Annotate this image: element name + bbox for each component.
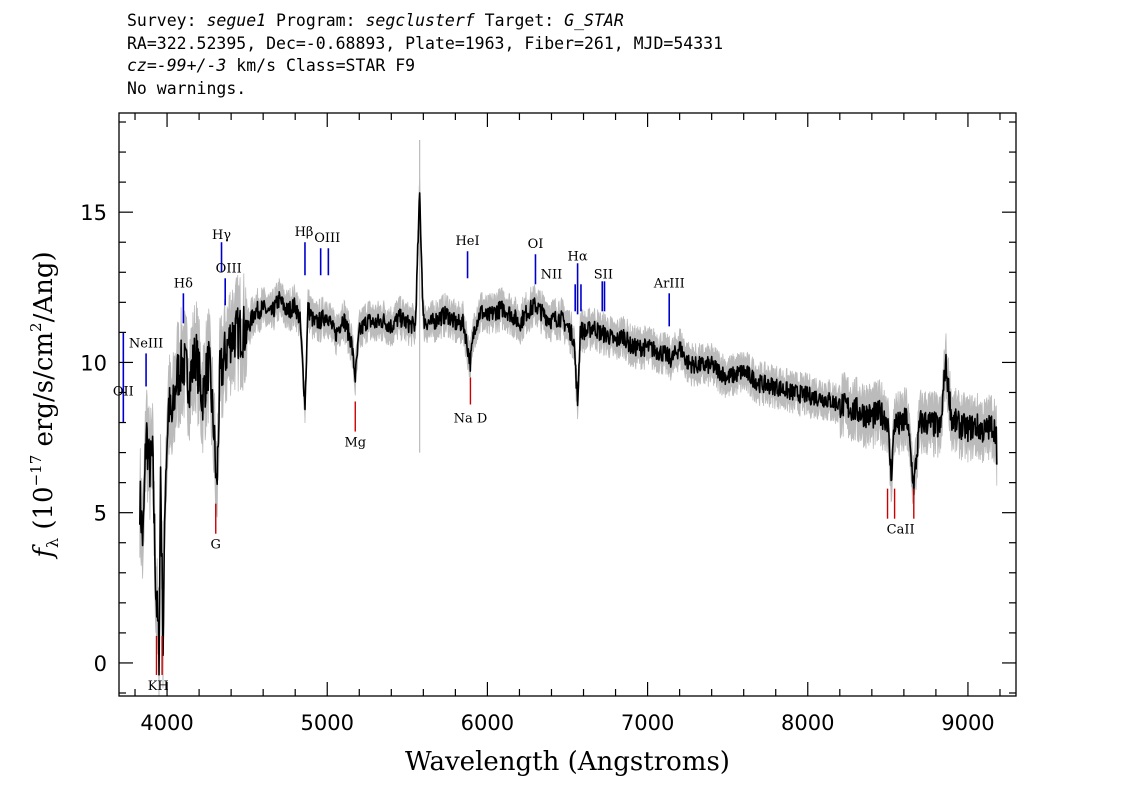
emission-line-label: HeI: [455, 234, 479, 249]
x-axis-title: Wavelength (Angstroms): [405, 747, 730, 777]
y-tick-label: 10: [80, 351, 107, 375]
header-line-redshift: cz=-99+/-3 km/s Class=STAR F9: [127, 55, 723, 78]
emission-line-label: Hγ: [212, 228, 231, 243]
x-tick-label: 5000: [301, 711, 354, 735]
flux-line: [139, 192, 998, 676]
emission-line-label: Hδ: [174, 276, 193, 291]
redshift-value: cz=-99+/-3: [127, 56, 227, 75]
header-line-survey: Survey: segue1 Program: segclusterf Targ…: [127, 10, 723, 33]
plot-frame: [118, 112, 1017, 697]
y-title-rest: erg/s/cm: [29, 332, 59, 455]
y-axis-title: fλ (10−17 erg/s/cm2/Ang): [27, 251, 62, 559]
absorption-line-label: Mg: [344, 436, 366, 451]
target-label: Target:: [484, 11, 555, 30]
y-title-sub: λ: [43, 538, 62, 548]
emission-line-label: SII: [594, 267, 613, 282]
y-title-exp: −17: [27, 455, 45, 487]
y-tick-label: 5: [94, 502, 107, 526]
survey-value: segue1: [206, 11, 267, 30]
emission-line-label: OIII: [216, 261, 242, 276]
absorption-line-label: G: [211, 538, 221, 553]
x-tick-label: 8000: [781, 711, 834, 735]
header-line-warnings: No warnings.: [127, 78, 247, 98]
x-tick-label: 7000: [621, 711, 674, 735]
emission-line-label: NII: [541, 267, 563, 282]
flux-path: [139, 192, 998, 676]
absorption-line-label: Na D: [454, 412, 488, 427]
emission-line-label: Hα: [568, 249, 588, 264]
y-title-exp2: 2: [27, 322, 45, 332]
x-tick-label: 6000: [461, 711, 514, 735]
emission-line-label: NeIII: [129, 336, 163, 351]
emission-line-label: ArIII: [653, 276, 685, 291]
emission-line-label: OIII: [314, 231, 340, 246]
program-label: Program:: [276, 11, 356, 30]
y-title-main: (10: [29, 486, 59, 538]
x-tick-label: 9000: [941, 711, 994, 735]
y-tick-label: 0: [94, 652, 107, 676]
x-tick-label: 4000: [140, 711, 193, 735]
emission-line-label: OI: [528, 237, 544, 252]
y-axis: 0 5 10 15: [80, 121, 1016, 694]
error-band-area: [139, 179, 998, 696]
target-value: G_STAR: [564, 11, 624, 30]
y-title-end: /Ang): [29, 251, 59, 322]
y-tick-label: 15: [80, 201, 107, 225]
absorption-line-label: KH: [148, 679, 169, 694]
header-line-coordinates: RA=322.52395, Dec=-0.68893, Plate=1963, …: [127, 33, 724, 53]
survey-label: Survey:: [127, 11, 197, 30]
spectrum-header: Survey: segue1 Program: segclusterf Targ…: [127, 10, 723, 100]
emission-line-label: Hβ: [295, 225, 314, 240]
program-value: segclusterf: [365, 11, 475, 30]
absorption-line-label: CaII: [887, 523, 915, 538]
class-value: km/s Class=STAR F9: [226, 56, 416, 75]
x-axis: 4000 5000 6000 7000 8000 9000: [134, 113, 1001, 735]
